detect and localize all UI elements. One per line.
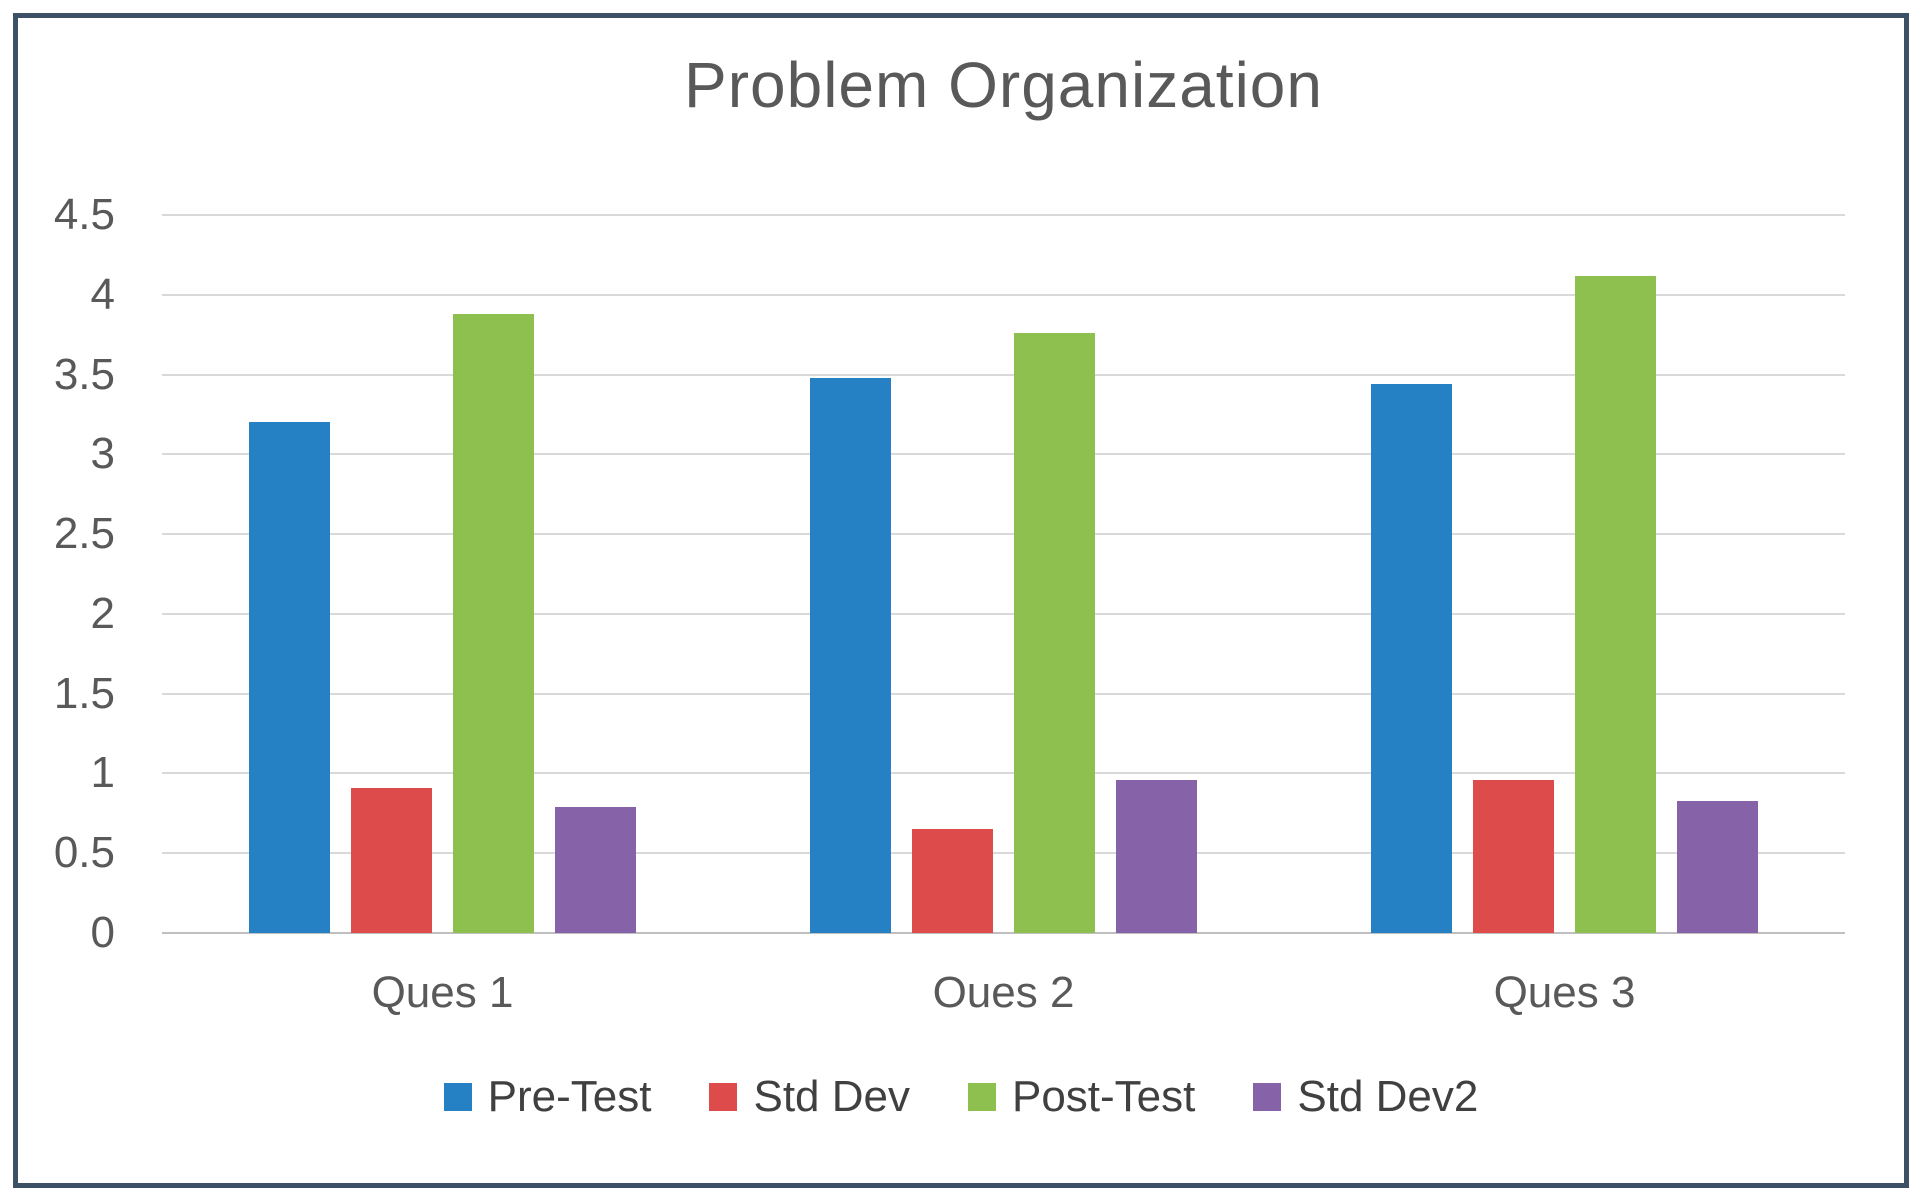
- bar-std-dev2: [1677, 800, 1758, 933]
- x-category-label: Ques 3: [1493, 968, 1636, 1017]
- legend-item-pre-test: Pre-Test: [443, 1072, 652, 1122]
- y-tick-label: 3.5: [53, 349, 115, 399]
- y-tick-label: 1: [90, 748, 115, 798]
- gridline: [162, 772, 1845, 775]
- y-axis: 0 0.5 1 1.5 2 2.5 3 3.5 4 4.5: [0, 190, 150, 957]
- bar-group: [1371, 215, 1758, 933]
- legend-swatch-icon: [709, 1083, 738, 1111]
- bar-pre-test: [249, 422, 330, 933]
- bar-std-dev: [351, 787, 432, 933]
- legend-label: Std Dev2: [1297, 1072, 1479, 1121]
- legend-label: Pre-Test: [487, 1072, 652, 1121]
- x-axis: Ques 1 Oues 2 Ques 3: [162, 968, 1845, 1028]
- y-tick-label: 1.5: [53, 668, 115, 718]
- legend: Pre-Test Std Dev Post-Test Std Dev2: [0, 1072, 1922, 1122]
- x-category-label: Ques 1: [371, 968, 514, 1017]
- bar-post-test: [453, 313, 534, 933]
- bar-group: [249, 215, 636, 933]
- gridline: [162, 214, 1845, 216]
- bar-pre-test: [810, 377, 891, 933]
- bar-std-dev2: [1116, 779, 1197, 933]
- x-category-label: Oues 2: [932, 968, 1075, 1017]
- bar-post-test: [1575, 275, 1656, 933]
- gridline: [162, 612, 1845, 615]
- legend-item-std-dev: Std Dev: [709, 1072, 910, 1122]
- gridline: [162, 293, 1845, 296]
- gridline: [162, 453, 1845, 456]
- bar-post-test: [1014, 333, 1095, 933]
- gridline: [162, 373, 1845, 376]
- legend-label: Post-Test: [1011, 1072, 1196, 1121]
- y-tick-label: 0.5: [53, 828, 115, 878]
- bar-std-dev: [1473, 779, 1554, 933]
- gridline: [162, 692, 1845, 695]
- legend-swatch-icon: [443, 1083, 472, 1111]
- bar-std-dev2: [555, 806, 636, 933]
- x-axis-baseline: [162, 932, 1845, 934]
- y-tick-label: 4: [90, 269, 115, 319]
- legend-item-post-test: Post-Test: [967, 1072, 1196, 1122]
- legend-label: Std Dev: [753, 1072, 910, 1121]
- y-tick-label: 4.5: [53, 190, 115, 239]
- legend-swatch-icon: [967, 1083, 996, 1111]
- bar-pre-test: [1371, 384, 1452, 933]
- y-tick-label: 3: [90, 429, 115, 479]
- chart-title: Problem Organization: [684, 49, 1323, 121]
- bar-group: [810, 215, 1197, 933]
- y-tick-label: 2.5: [53, 509, 115, 559]
- y-tick-label: 2: [90, 588, 115, 638]
- gridline: [162, 533, 1845, 536]
- gridline: [162, 852, 1845, 855]
- legend-swatch-icon: [1253, 1083, 1282, 1111]
- y-tick-label: 0: [90, 908, 115, 957]
- bar-std-dev: [912, 829, 993, 933]
- plot-area: [162, 214, 1845, 934]
- legend-item-std-dev2: Std Dev2: [1253, 1072, 1478, 1122]
